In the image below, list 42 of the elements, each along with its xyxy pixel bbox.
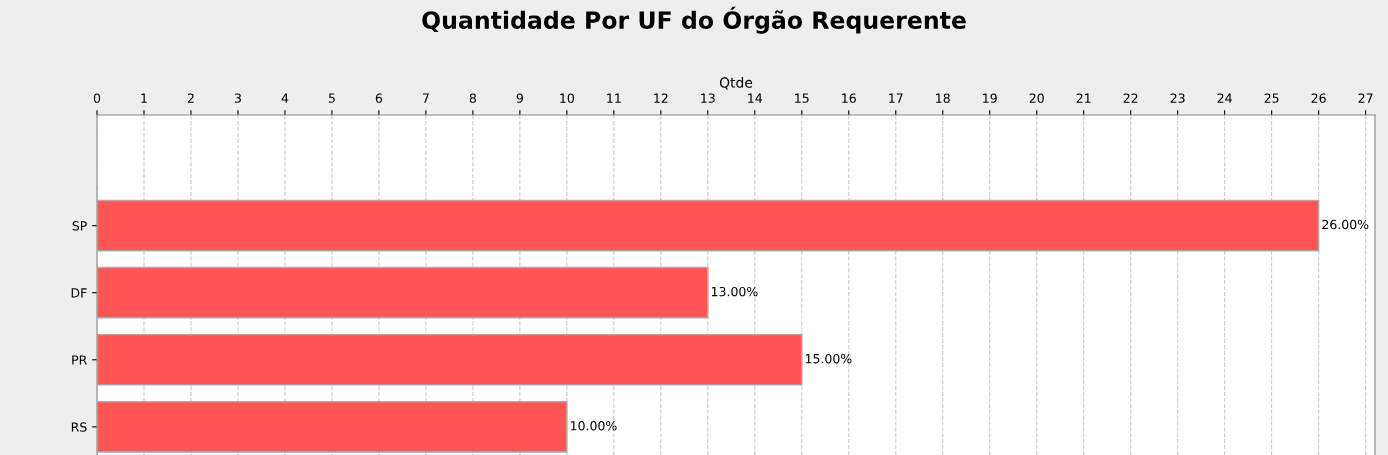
bar [97, 199, 1320, 252]
y-tick-label: DF [71, 288, 87, 298]
x-tick-label: 5 [328, 93, 335, 103]
x-tick-label: 10 [560, 93, 574, 103]
x-tick-label: 27 [1358, 93, 1373, 103]
y-tick-label: RS [71, 422, 87, 432]
x-tick-label: 1 [141, 93, 147, 103]
x-tick-label: 17 [889, 93, 903, 103]
x-tick-label: 11 [607, 93, 621, 103]
x-tick-label: 15 [795, 93, 809, 103]
x-tick-label: 20 [1029, 93, 1044, 103]
x-tick-label: 13 [701, 93, 715, 103]
bar [97, 400, 568, 453]
x-tick-label: 0 [93, 93, 101, 103]
x-tick-label: 4 [281, 93, 289, 103]
x-tick-label: 9 [516, 93, 523, 103]
x-tick-label: 25 [1264, 93, 1279, 103]
x-tick-label: 6 [375, 93, 383, 103]
bar [97, 266, 709, 319]
x-tick-label: 7 [422, 93, 429, 103]
x-tick-label: 23 [1170, 93, 1185, 103]
data-label: 10.00% [571, 421, 617, 431]
x-tick-label: 14 [748, 93, 763, 103]
data-label: 15.00% [805, 353, 852, 364]
x-tick-label: 26 [1311, 93, 1326, 103]
x-axis-title: Qtde [719, 77, 753, 90]
x-tick-label: 2 [187, 93, 194, 103]
x-tick-label: 24 [1217, 93, 1232, 103]
bar [97, 333, 803, 386]
y-tick-label: PR [72, 355, 87, 365]
x-tick-label: 21 [1076, 93, 1091, 103]
x-tick-label: 12 [654, 93, 668, 103]
data-label: 13.00% [711, 286, 758, 297]
data-label: 26.00% [1322, 219, 1369, 230]
chart-title: Quantidade Por UF do Órgão Requerente [422, 6, 966, 34]
x-tick-label: 16 [842, 93, 856, 103]
x-tick-label: 8 [469, 93, 476, 103]
y-tick-label: SP [72, 221, 87, 231]
x-tick-label: 19 [983, 93, 997, 103]
x-tick-label: 22 [1123, 93, 1138, 103]
x-tick-label: 18 [936, 93, 950, 103]
x-tick-label: 3 [234, 93, 241, 103]
